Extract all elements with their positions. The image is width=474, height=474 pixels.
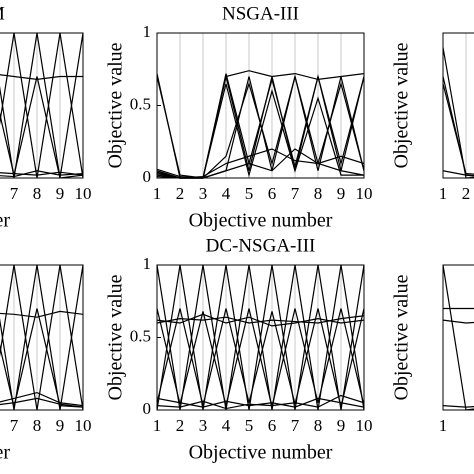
x-tick-label: 1 <box>439 184 448 203</box>
x-tick-label: 2 <box>176 416 185 435</box>
y-axis-label: Objective value <box>105 42 127 168</box>
axes-frame <box>0 32 84 179</box>
y-tick-label: 1 <box>143 254 152 273</box>
series-line <box>0 76 83 179</box>
y-tick-label: 0 <box>143 167 152 186</box>
x-tick-label: 8 <box>33 416 42 435</box>
series-line <box>0 170 83 178</box>
x-tick-label: 10 <box>356 416 373 435</box>
x-axis-label: Objective number <box>189 210 333 232</box>
x-tick-label: 9 <box>337 416 346 435</box>
series-line <box>157 397 364 408</box>
x-tick-label: 5 <box>245 184 254 203</box>
x-tick-label: 2 <box>176 184 185 203</box>
series-line <box>0 397 83 408</box>
y-tick-label: 0.5 <box>130 94 151 113</box>
y-tick-label: 0 <box>143 399 152 418</box>
panel-title: NSGA-III <box>222 3 299 24</box>
x-tick-label: 10 <box>75 184 92 203</box>
lines <box>157 264 364 411</box>
x-tick-label: 10 <box>356 184 373 203</box>
series-line <box>157 83 364 179</box>
series-line <box>0 310 83 318</box>
series-line <box>157 313 364 327</box>
x-tick-label: 7 <box>10 184 19 203</box>
axes-frame <box>0 264 84 411</box>
x-tick-label: 7 <box>10 416 19 435</box>
x-tick-label: 1 <box>439 416 448 435</box>
x-tick-label: 2 <box>462 184 471 203</box>
x-tick-label: 3 <box>199 184 208 203</box>
x-tick-label: 7 <box>291 416 300 435</box>
series-line <box>157 308 364 408</box>
x-tick-label: 8 <box>314 184 323 203</box>
x-tick-label: 6 <box>268 184 277 203</box>
x-tick-label: 9 <box>56 416 65 435</box>
x-tick-label: 8 <box>33 184 42 203</box>
x-tick-label: 5 <box>245 416 254 435</box>
y-axis-label: Objective value <box>391 42 413 168</box>
series-line <box>157 394 364 410</box>
x-tick-label: 8 <box>314 416 323 435</box>
series-line <box>0 32 83 179</box>
x-axis-label: Objective number <box>189 442 333 464</box>
y-tick-label: 1 <box>143 22 152 41</box>
x-tick-label: 3 <box>199 416 208 435</box>
series-line <box>0 391 83 407</box>
series-line <box>0 171 83 176</box>
y-tick-label: 0.5 <box>130 326 151 345</box>
x-tick-label: 10 <box>75 416 92 435</box>
panel-title: DC-NSGA-III <box>206 235 316 256</box>
x-tick-label: 1 <box>153 416 162 435</box>
series-line <box>0 74 83 81</box>
x-axis-label: number <box>0 210 10 232</box>
series-line <box>157 73 364 179</box>
lines <box>0 32 83 179</box>
x-axis-label: number <box>0 442 10 464</box>
x-tick-label: 9 <box>337 184 346 203</box>
panel-title: -GKM <box>0 3 5 24</box>
x-tick-label: 9 <box>56 184 65 203</box>
series-line <box>157 264 364 411</box>
x-tick-label: 4 <box>222 416 231 435</box>
x-tick-label: 6 <box>268 416 277 435</box>
y-axis-label: Objective value <box>105 274 127 400</box>
lines <box>0 264 83 411</box>
series-line <box>0 264 83 411</box>
axes-frame <box>156 32 365 179</box>
axes-frame <box>442 264 474 411</box>
axes-frame <box>156 264 365 411</box>
x-tick-label: 1 <box>153 184 162 203</box>
axes-frame <box>442 32 474 179</box>
x-tick-label: 4 <box>222 184 231 203</box>
y-axis-label: Objective value <box>391 274 413 400</box>
lines <box>157 70 364 179</box>
series-line <box>0 308 83 408</box>
x-tick-label: 7 <box>291 184 300 203</box>
